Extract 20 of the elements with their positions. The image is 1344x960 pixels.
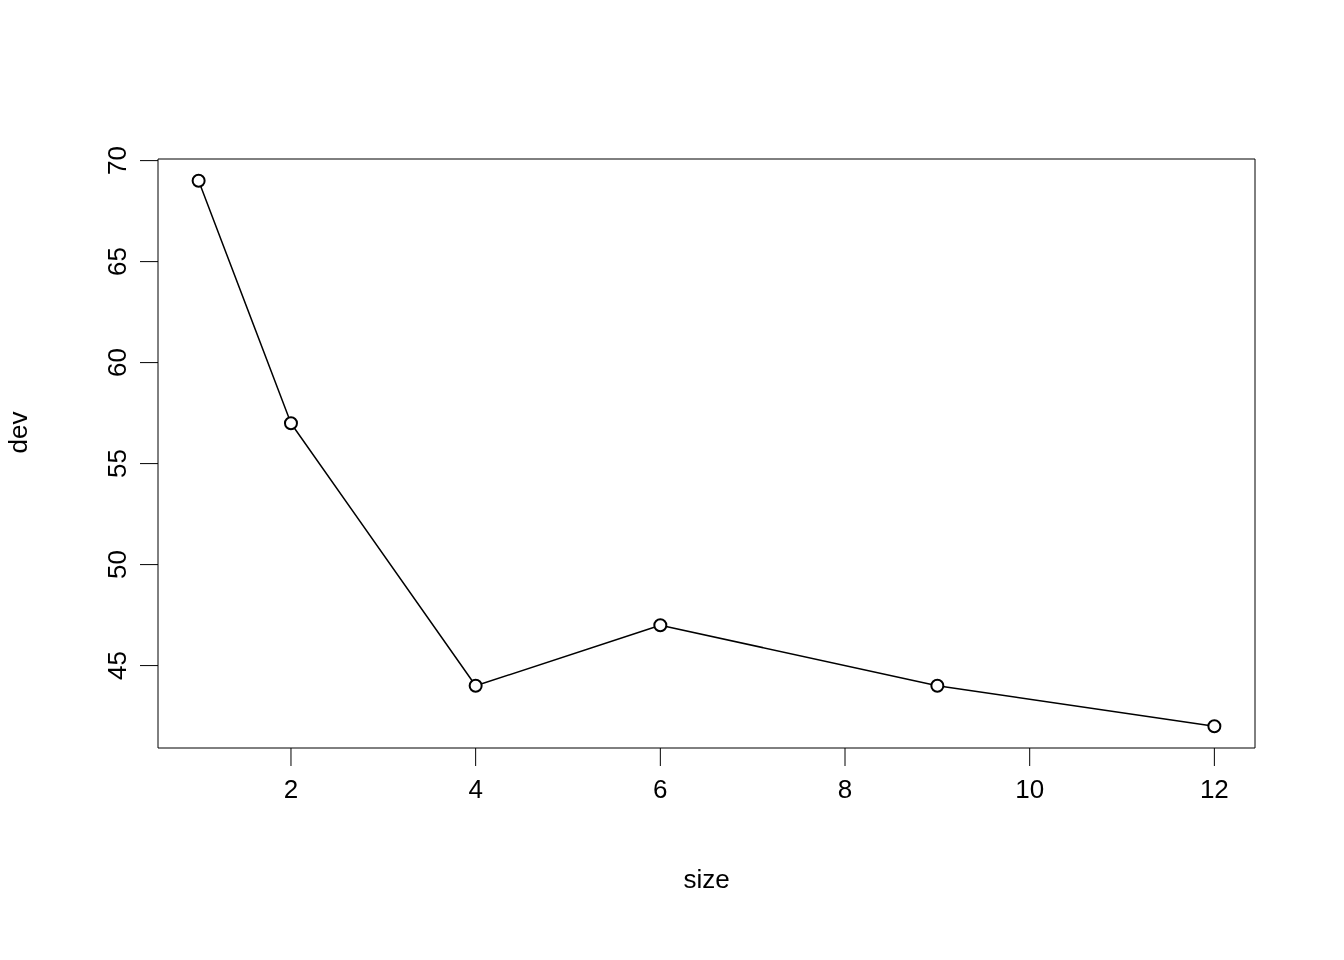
x-tick-label: 10 [1015, 774, 1045, 805]
x-tick-label: 4 [468, 774, 483, 805]
y-tick-label: 55 [102, 449, 132, 479]
y-tick-label: 50 [102, 550, 132, 580]
y-tick-label: 45 [102, 651, 132, 681]
x-tick-label: 12 [1199, 774, 1229, 805]
point [1207, 719, 1222, 734]
x-axis-title: size [683, 864, 730, 894]
point [930, 678, 945, 693]
y-tick-label: 70 [102, 146, 132, 176]
point [283, 416, 298, 431]
point [468, 678, 483, 693]
point [191, 173, 206, 188]
x-tick-label: 6 [653, 774, 668, 805]
x-tick-label: 2 [283, 774, 299, 805]
x-tick-label: 8 [837, 774, 853, 805]
y-tick-label: 65 [102, 247, 132, 277]
point [653, 618, 668, 633]
y-axis-title: dev [3, 411, 34, 454]
y-tick-label: 60 [102, 348, 132, 378]
